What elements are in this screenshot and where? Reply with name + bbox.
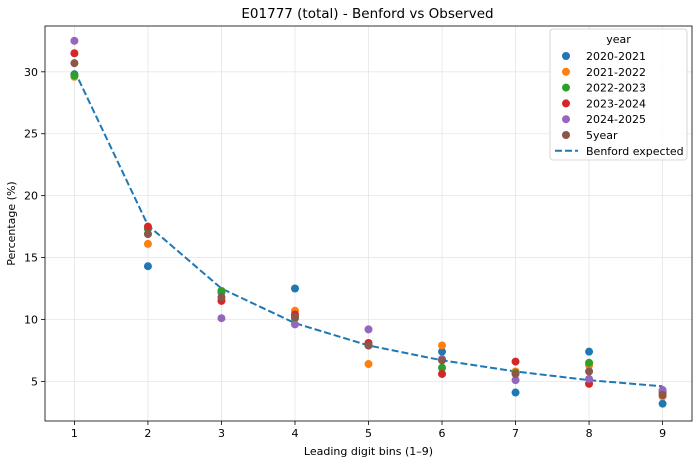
data-point	[438, 341, 447, 350]
data-point	[143, 239, 152, 248]
x-tick-label: 8	[586, 427, 593, 440]
x-tick-label: 4	[291, 427, 298, 440]
data-point	[70, 36, 79, 45]
legend-label: 5year	[586, 129, 618, 142]
data-point	[658, 399, 667, 408]
x-tick-label: 7	[512, 427, 519, 440]
legend-label: 2024-2025	[586, 113, 646, 126]
legend-marker	[562, 52, 570, 60]
data-point	[658, 390, 667, 399]
data-point	[438, 347, 447, 356]
chart-title: E01777 (total) - Benford vs Observed	[241, 6, 493, 22]
x-tick-label: 9	[659, 427, 666, 440]
legend-box	[549, 28, 688, 161]
data-point	[511, 357, 520, 366]
data-point	[217, 314, 226, 323]
data-point	[585, 367, 594, 376]
data-point	[438, 363, 447, 372]
y-axis-label: Percentage (%)	[5, 181, 18, 265]
tick-layer: 1 2 3 4 5 6 7 8 9 5 10 15 20 25 30	[24, 66, 666, 440]
y-tick-label: 20	[24, 190, 38, 203]
legend-marker	[562, 115, 570, 124]
data-point	[511, 369, 520, 378]
y-tick-label: 30	[24, 66, 38, 79]
legend-items: 2020-2021 2021-2022 2022-2023 2023-2024 2024…	[555, 50, 684, 158]
y-tick-label: 15	[24, 252, 38, 265]
data-point	[364, 360, 373, 369]
data-point	[290, 312, 299, 321]
legend-label: 2022-2023	[586, 82, 646, 95]
data-point	[438, 369, 447, 378]
data-point	[70, 59, 79, 68]
data-point	[511, 376, 520, 385]
data-point	[70, 71, 79, 80]
legend-label: 2023-2024	[586, 97, 646, 110]
legend-marker	[562, 131, 570, 139]
data-point	[585, 374, 594, 383]
legend-title: year	[606, 33, 631, 46]
legend-marker	[562, 67, 570, 76]
data-point	[143, 222, 152, 231]
x-tick-label: 2	[144, 427, 151, 440]
data-point	[217, 293, 226, 302]
data-point	[290, 320, 299, 329]
data-point	[585, 347, 594, 356]
y-tick-label: 5	[31, 375, 38, 388]
data-point	[290, 284, 299, 293]
legend-label: 2020-2021	[586, 50, 646, 63]
x-axis-label: Leading digit bins (1–9)	[304, 445, 433, 458]
data-point	[364, 341, 373, 350]
data-point	[143, 262, 152, 271]
legend-marker	[562, 83, 570, 92]
x-tick-label: 1	[71, 427, 78, 440]
x-tick-label: 5	[365, 427, 372, 440]
x-tick-label: 3	[218, 427, 225, 440]
data-point	[143, 230, 152, 239]
points-layer	[70, 36, 667, 408]
y-tick-label: 25	[24, 128, 38, 141]
data-point	[364, 325, 373, 334]
y-tick-label: 10	[24, 313, 38, 326]
legend-label: 2021-2022	[586, 66, 646, 79]
data-point	[585, 358, 594, 367]
legend: year 2020-2021 2021-2022 2022-2023 2023-202…	[549, 28, 688, 161]
legend-label: Benford expected	[586, 145, 684, 158]
data-point	[217, 286, 226, 295]
data-point	[511, 388, 520, 397]
data-point	[70, 49, 79, 58]
data-point	[438, 356, 447, 365]
legend-marker	[562, 99, 570, 108]
x-tick-label: 6	[439, 427, 446, 440]
series-5year	[70, 59, 667, 399]
